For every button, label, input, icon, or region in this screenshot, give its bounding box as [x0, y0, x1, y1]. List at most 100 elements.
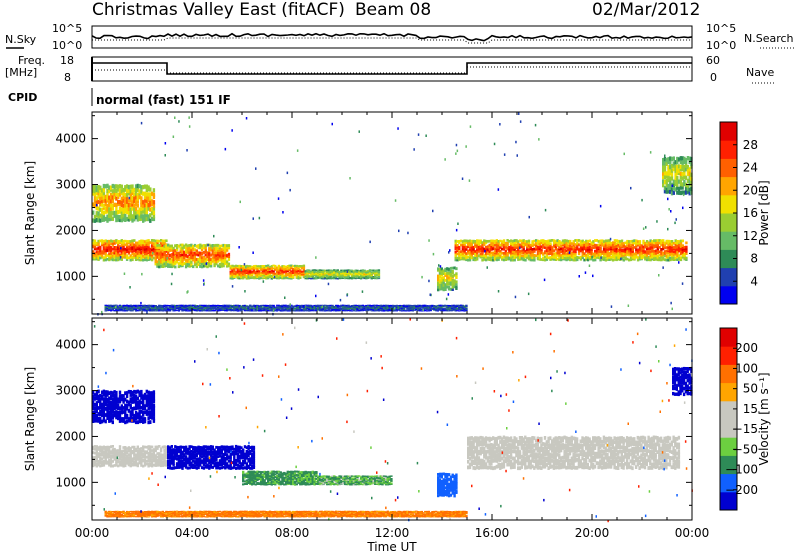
echo-cell — [117, 240, 120, 243]
echo-cell — [259, 277, 263, 280]
echo-cell — [292, 269, 295, 272]
echo-cell — [604, 245, 608, 249]
echo-cell — [672, 179, 675, 184]
echo-cell — [583, 245, 586, 248]
echo-cell — [474, 252, 477, 256]
echo-cell — [167, 248, 170, 252]
echo-cell — [672, 256, 676, 260]
echo-cell — [213, 255, 216, 259]
echo-cell — [92, 250, 95, 253]
echo-cell — [476, 245, 479, 249]
echo-cell — [569, 249, 572, 253]
echo-cell — [120, 252, 123, 255]
echo-cell — [463, 256, 466, 260]
echo-cell — [347, 307, 350, 309]
echo-cell — [604, 258, 608, 262]
echo-cell — [174, 249, 177, 253]
echo-cell — [515, 239, 518, 242]
echo-cell — [624, 245, 627, 249]
echo-cell — [446, 274, 449, 277]
echo-cell — [136, 245, 139, 249]
echo-cell — [111, 204, 114, 209]
echo-cell — [367, 270, 370, 272]
echo-cell — [375, 269, 379, 271]
echo-cell — [259, 304, 263, 307]
echo-cell — [254, 277, 257, 280]
echo-cell — [179, 305, 182, 307]
echo-cell — [142, 200, 145, 205]
echo-cell — [679, 156, 682, 161]
echo-cell — [647, 258, 651, 262]
echo-cell — [563, 251, 566, 255]
echo-cell — [669, 189, 672, 194]
echo-cell — [602, 241, 606, 245]
echo-cell — [669, 240, 672, 243]
echo-cell — [190, 310, 193, 312]
echo-cell — [218, 254, 222, 257]
echo-cell — [99, 213, 102, 218]
echo-cell — [449, 281, 453, 285]
echo-cell — [515, 254, 518, 258]
echo-cell — [225, 304, 229, 306]
echo-cell — [233, 270, 236, 273]
echo-cell — [365, 276, 368, 278]
echo-cell — [102, 203, 106, 209]
echo-cell — [653, 241, 656, 244]
echo-cell — [233, 265, 236, 268]
echo-cell — [213, 262, 216, 265]
echo-cell — [122, 213, 125, 218]
echo-cell — [125, 254, 129, 258]
echo-cell — [601, 256, 604, 259]
echo-cell — [300, 309, 304, 311]
echo-cell — [172, 304, 175, 306]
echo-cell — [168, 244, 172, 248]
freq-panel — [91, 56, 693, 82]
echo-cell — [275, 274, 279, 277]
echo-cell — [290, 277, 293, 280]
echo-cell — [508, 240, 511, 243]
echo-cell — [225, 254, 229, 257]
echo-cell — [199, 261, 202, 265]
echo-cell — [115, 239, 118, 242]
echo-cell — [142, 251, 145, 255]
echo-cell — [217, 310, 220, 312]
echo-cell — [165, 244, 168, 247]
echo-cell — [156, 306, 159, 308]
echo-cell — [474, 242, 477, 245]
echo-cell — [104, 184, 107, 189]
echo-cell — [231, 308, 234, 310]
echo-cell — [113, 304, 116, 306]
echo-cell — [117, 246, 120, 249]
echo-cell — [270, 306, 273, 308]
echo-cell — [683, 159, 686, 164]
echo-cell — [456, 252, 459, 256]
echo-cell — [200, 304, 204, 306]
echo-cell — [679, 239, 683, 243]
echo-cell — [115, 252, 118, 255]
echo-cell — [574, 258, 577, 262]
echo-cell — [215, 251, 218, 255]
echo-cell — [349, 272, 352, 274]
echo-cell — [147, 308, 150, 310]
echo-cell — [342, 277, 345, 279]
echo-cell — [281, 277, 284, 280]
echo-cell — [133, 195, 136, 200]
echo-cell — [104, 239, 107, 243]
echo-cell — [97, 256, 100, 260]
echo-cell — [183, 304, 186, 306]
echo-cell — [361, 276, 364, 278]
echo-cell — [592, 252, 595, 256]
echo-cell — [635, 239, 638, 243]
echo-cell — [324, 304, 327, 306]
echo-cell — [359, 276, 363, 278]
echo-cell — [142, 185, 145, 190]
echo-cell — [619, 248, 622, 251]
echo-cell — [318, 274, 322, 276]
echo-cell — [100, 254, 104, 258]
echo-cell — [333, 307, 336, 309]
echo-cell — [676, 242, 679, 245]
echo-cell — [108, 256, 111, 259]
echo-cell — [347, 275, 350, 277]
echo-cell — [268, 267, 272, 270]
echo-cell — [306, 309, 309, 311]
